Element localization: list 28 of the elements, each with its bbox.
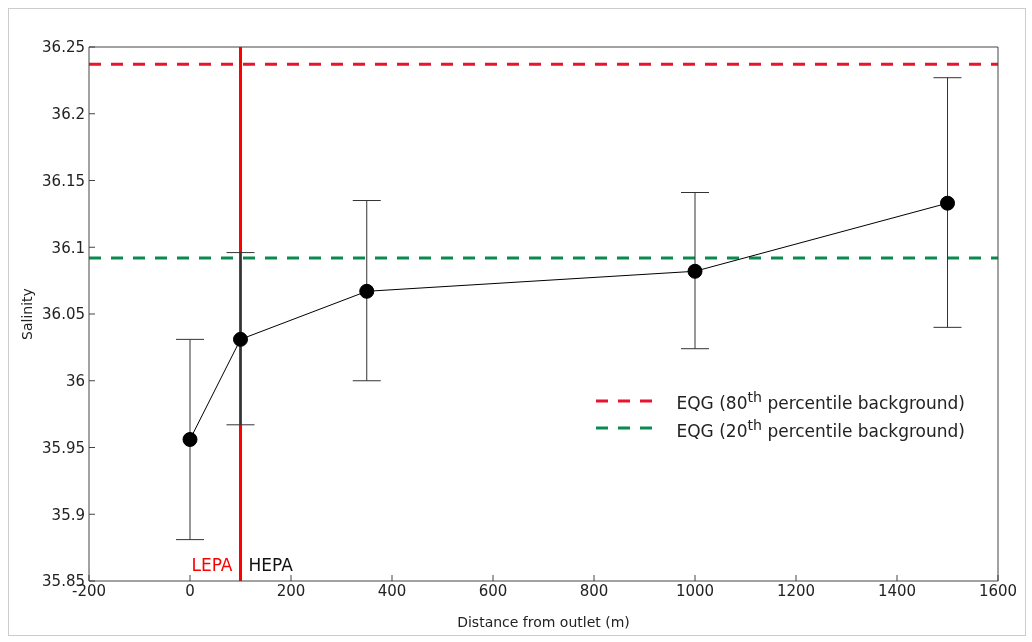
x-tick-label: 600 xyxy=(478,581,508,600)
point xyxy=(687,263,703,279)
y-tick-label: 36.05 xyxy=(42,305,85,324)
x-tick-label: 1000 xyxy=(675,581,715,600)
x-tick-label: 1200 xyxy=(776,581,816,600)
x-tick-label: 1400 xyxy=(877,581,917,600)
y-axis-title: Salinity xyxy=(18,288,35,340)
point xyxy=(940,195,955,211)
x-tick-label: 800 xyxy=(579,581,609,600)
x-tick-label: 0 xyxy=(185,581,195,600)
annotation: HEPA xyxy=(248,555,294,575)
x-tick-label: 400 xyxy=(377,581,407,600)
legend-label: EQG (20$^{th}$ percentile background) xyxy=(676,416,965,441)
y-tick-label: 36.15 xyxy=(42,171,85,190)
annotation: LEPA xyxy=(191,555,233,575)
x-tick-label: 200 xyxy=(276,581,306,600)
y-tick-label: 36 xyxy=(65,372,85,391)
x-axis-title: Distance from outlet (m) xyxy=(457,614,630,630)
y-tick-label: 36.1 xyxy=(51,238,85,257)
point xyxy=(233,331,248,347)
y-tick-label: 35.9 xyxy=(51,505,85,524)
point xyxy=(359,283,375,299)
y-tick-label: 36.25 xyxy=(42,38,85,57)
point xyxy=(182,431,198,447)
y-tick-label: 35.95 xyxy=(42,438,85,457)
y-tick-label: 36.2 xyxy=(51,105,85,124)
x-tick-label: 1600 xyxy=(978,581,1018,600)
legend-label: EQG (80$^{th}$ percentile background) xyxy=(676,389,965,413)
